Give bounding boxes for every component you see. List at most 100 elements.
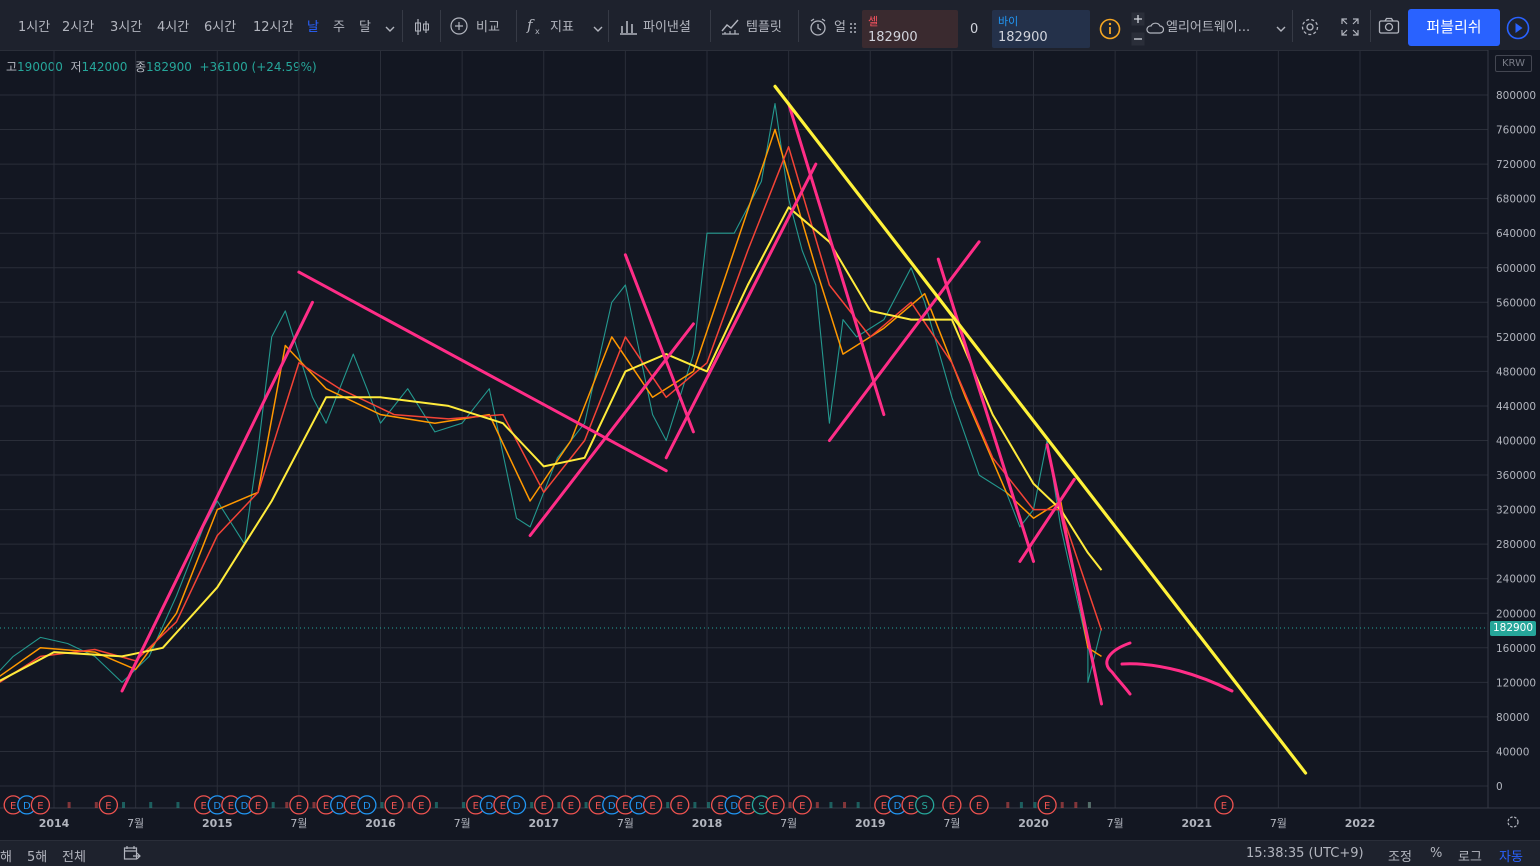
alert-button[interactable]: 얼 <box>834 20 846 35</box>
event-marker-label: E <box>799 801 805 812</box>
volume-bar <box>707 802 710 808</box>
svg-text:f: f <box>526 16 535 34</box>
event-marker <box>792 795 812 815</box>
gear-icon[interactable] <box>1300 17 1320 41</box>
x-tick-label: 2015 <box>202 817 233 830</box>
event-marker-label: D <box>336 801 344 812</box>
play-icon[interactable] <box>1506 16 1530 44</box>
candles-icon[interactable] <box>413 17 431 41</box>
divider <box>516 10 517 42</box>
volume-bar <box>271 802 275 808</box>
close-value: 182900 <box>146 60 192 74</box>
fullscreen-icon[interactable] <box>1340 17 1360 41</box>
volume-bar <box>176 802 180 808</box>
templates-button[interactable]: 템플릿 <box>746 20 782 35</box>
publish-button[interactable]: 퍼블리쉬 <box>1408 9 1500 46</box>
interval-6[interactable]: 날 <box>307 20 319 35</box>
interval-0[interactable]: 1시간 <box>18 20 51 35</box>
pine-button[interactable]: 파이낸셜 <box>643 20 691 35</box>
event-marker-label: D <box>513 801 521 812</box>
y-tick-label: 80000 <box>1496 712 1529 724</box>
trendline-drawing <box>623 253 695 434</box>
volume-bar <box>693 802 697 808</box>
template-icon[interactable] <box>720 17 740 39</box>
y-tick-label: 0 <box>1496 781 1503 793</box>
divider <box>402 10 403 42</box>
event-marker-label: E <box>105 801 111 812</box>
x-tick-label: 2017 <box>528 817 559 830</box>
y-tick-label: 200000 <box>1496 608 1536 620</box>
event-marker-label: D <box>608 801 616 812</box>
y-tick-label: 320000 <box>1496 505 1536 517</box>
event-marker-label: E <box>228 801 234 812</box>
chevron-down-icon[interactable] <box>593 22 603 37</box>
range-5year[interactable]: 5해 <box>27 850 48 865</box>
indicators-button[interactable]: 지표 <box>550 20 574 35</box>
divider <box>1370 10 1371 42</box>
x-tick-label: 7월 <box>943 817 960 830</box>
interval-2[interactable]: 3시간 <box>110 20 143 35</box>
event-marker <box>98 795 119 815</box>
trendline-drawing <box>936 257 1035 563</box>
percent-button[interactable]: % <box>1430 846 1443 861</box>
event-marker-label: E <box>500 801 506 812</box>
camera-icon[interactable] <box>1378 17 1400 39</box>
drag-handle-icon[interactable] <box>849 22 857 38</box>
range-all[interactable]: 전체 <box>62 850 86 865</box>
interval-5[interactable]: 12시간 <box>253 20 294 35</box>
log-button[interactable]: 로그 <box>1458 850 1482 865</box>
x-tick-label: 7월 <box>1107 817 1124 830</box>
chevron-down-icon[interactable] <box>1276 22 1286 37</box>
interval-4[interactable]: 6시간 <box>204 20 237 35</box>
x-tick-label: 2018 <box>692 817 723 830</box>
plus-icon[interactable] <box>1131 12 1145 30</box>
y-tick-label: 40000 <box>1496 746 1529 758</box>
currency-badge[interactable]: KRW <box>1495 55 1532 72</box>
event-marker-label: E <box>745 801 751 812</box>
range-year[interactable]: 해 <box>0 850 12 865</box>
event-marker-label: E <box>200 801 206 812</box>
y-tick-label: 240000 <box>1496 574 1536 586</box>
bar-chart-icon[interactable] <box>618 17 638 39</box>
price-chart[interactable]: 0 40000 80000 120000 160000 200000 240000 28000… <box>0 50 1540 840</box>
clock-readout[interactable]: 15:38:35 (UTC+9) <box>1246 846 1364 861</box>
interval-3[interactable]: 4시간 <box>157 20 190 35</box>
volume-bar <box>788 802 792 808</box>
divider <box>608 10 609 42</box>
auto-button[interactable]: 자동 <box>1499 850 1523 865</box>
buy-price: 182900 <box>998 30 1048 45</box>
adjust-button[interactable]: 조정 <box>1388 850 1412 865</box>
y-tick-label: 560000 <box>1496 297 1536 309</box>
minus-icon[interactable] <box>1131 32 1145 50</box>
compare-button[interactable]: 비교 <box>476 20 500 35</box>
volume-bar <box>312 802 316 808</box>
info-icon[interactable] <box>1099 18 1121 44</box>
buy-button[interactable]: 바이 182900 <box>992 10 1090 48</box>
cloud-icon[interactable] <box>1146 21 1165 39</box>
x-tick-label: 2014 <box>39 817 70 830</box>
plus-circle-icon[interactable] <box>450 17 468 39</box>
y-tick-label: 640000 <box>1496 228 1536 240</box>
event-marker-label: D <box>213 801 221 812</box>
event-marker <box>670 795 690 815</box>
interval-1[interactable]: 2시간 <box>62 20 95 35</box>
interval-7[interactable]: 주 <box>333 20 345 35</box>
volume-bar <box>67 802 71 808</box>
last-price-tag: 182900 <box>1490 621 1536 636</box>
low-label: 저 <box>70 60 82 74</box>
event-marker-label: D <box>635 801 643 812</box>
alarm-clock-icon[interactable] <box>808 17 828 41</box>
close-label: 종 <box>135 60 147 74</box>
calendar-goto-icon[interactable] <box>123 845 141 865</box>
sell-button[interactable]: 셀 182900 <box>862 10 958 48</box>
interval-8[interactable]: 달 <box>359 20 371 35</box>
chevron-down-icon[interactable] <box>385 22 395 37</box>
event-marker-label: E <box>541 801 547 812</box>
volume-bar <box>94 802 98 808</box>
volume-bar <box>1060 802 1064 808</box>
quantity-value[interactable]: 0 <box>970 22 979 37</box>
layout-name[interactable]: 엘리어트웨이... <box>1166 20 1251 35</box>
sell-price: 182900 <box>868 30 918 45</box>
volume-bar <box>122 802 126 808</box>
